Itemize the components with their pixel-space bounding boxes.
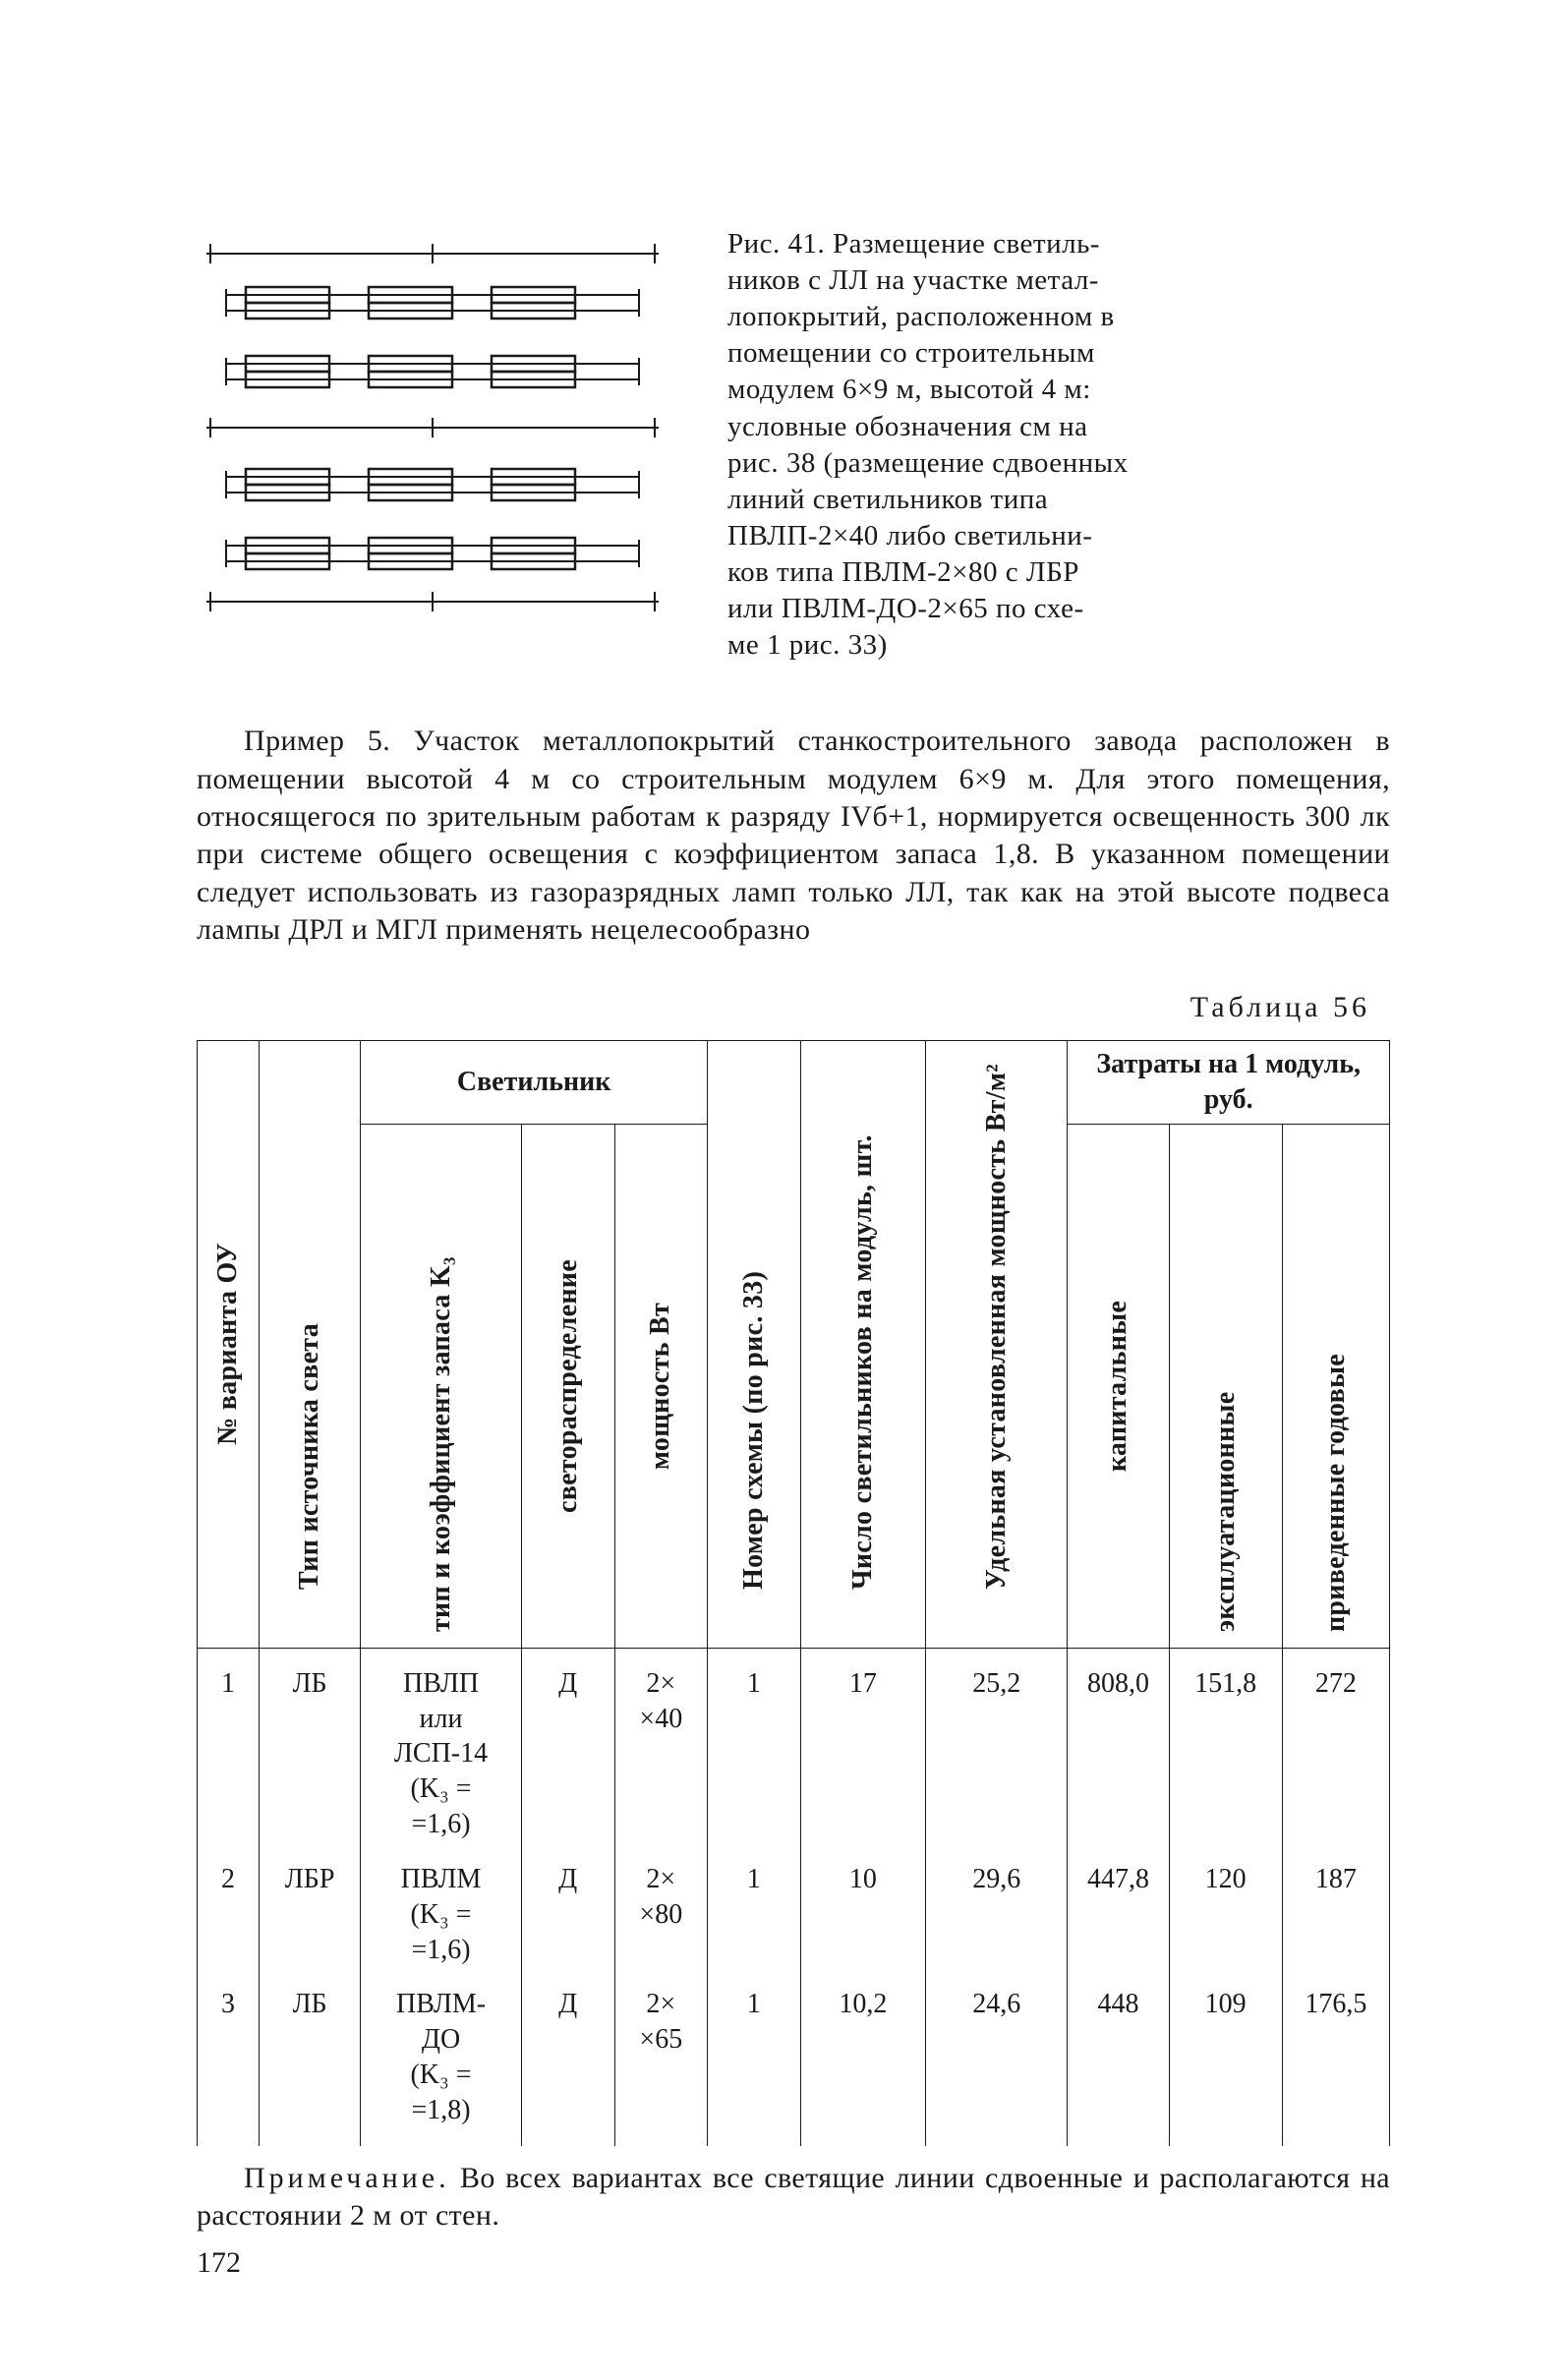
table-row: 3ЛБПВЛМ-ДО(K₃ ==1,8)Д2××65110,224,644810… — [198, 1977, 1390, 2145]
figure-block: Рис. 41. Размещение светиль-ников с ЛЛ н… — [197, 226, 1390, 664]
table-cell: Д — [521, 1977, 614, 2145]
page: Рис. 41. Размещение светиль-ников с ЛЛ н… — [0, 0, 1567, 2380]
table-cell: 176,5 — [1282, 1977, 1389, 2145]
table-cell: 2××40 — [614, 1648, 708, 1852]
caption-line: ме 1 рис. 33) — [727, 627, 1390, 664]
table-row: 1ЛБПВЛПилиЛСП-14(K₃ ==1,6)Д2××4011725,28… — [198, 1648, 1390, 1852]
caption-line: помещении со строительным — [727, 335, 1390, 372]
table-cell: 10 — [800, 1852, 925, 1977]
table-cell: ЛБ — [260, 1648, 361, 1852]
table-cell: ЛБР — [260, 1852, 361, 1977]
table-note: Примечание. Во всех вариантах все светящ… — [197, 2160, 1390, 2235]
example-paragraph: Пример 5. Участок металлопокрытий станко… — [197, 723, 1390, 949]
col-header: Тип источника света — [292, 1098, 327, 1590]
table-cell: 808,0 — [1068, 1648, 1169, 1852]
col-header: светораспределение — [551, 1259, 586, 1513]
col-header: Номер схемы (по рис. 33) — [736, 1098, 772, 1590]
col-header-group: Светильник — [361, 1041, 708, 1125]
table-cell: 448 — [1068, 1977, 1169, 2145]
caption-line: рис. 38 (размещение сдвоенных — [727, 445, 1390, 482]
caption-line: линий светильников типа — [727, 482, 1390, 518]
lighting-layout-icon — [197, 236, 668, 619]
table-cell: 24,6 — [926, 1977, 1068, 2145]
col-header: эксплуатационные — [1208, 1140, 1244, 1632]
col-header: Число светильников на модуль, шт. — [845, 1098, 881, 1590]
figure-diagram — [197, 226, 688, 664]
note-label: Примечание. — [244, 2162, 450, 2194]
caption-line: ПВЛП-2×40 либо светильни- — [727, 518, 1390, 554]
table-cell: 109 — [1169, 1977, 1282, 2145]
table-caption: Таблица 56 — [197, 989, 1390, 1026]
table-cell: ПВЛМ(K₃ ==1,6) — [361, 1852, 522, 1977]
caption-line: ков типа ПВЛМ-2×80 с ЛБР — [727, 554, 1390, 591]
table-cell: 2××65 — [614, 1977, 708, 2145]
table-cell: 151,8 — [1169, 1648, 1282, 1852]
table-cell: 120 — [1169, 1852, 1282, 1977]
col-header: мощность Вт — [643, 1303, 678, 1470]
table-cell: 1 — [708, 1648, 801, 1852]
caption-line: лопокрытий, расположенном в — [727, 299, 1390, 335]
table-cell: Д — [521, 1648, 614, 1852]
figure-caption: Рис. 41. Размещение светиль-ников с ЛЛ н… — [727, 226, 1390, 664]
table-cell: 17 — [800, 1648, 925, 1852]
table-cell: 447,8 — [1068, 1852, 1169, 1977]
page-number: 172 — [197, 2244, 241, 2282]
table-cell: ЛБ — [260, 1977, 361, 2145]
table-cell: Д — [521, 1852, 614, 1977]
caption-line: ников с ЛЛ на участке метал- — [727, 262, 1390, 299]
caption-line: модулем 6×9 м, высотой 4 м: — [727, 372, 1390, 408]
caption-line: условные обозначения см на — [727, 409, 1390, 445]
col-header: № варианта ОУ — [210, 1243, 246, 1445]
table-cell: 10,2 — [800, 1977, 925, 2145]
table-cell: 1 — [198, 1648, 260, 1852]
table-cell: 272 — [1282, 1648, 1389, 1852]
col-header: приведенные годовые — [1318, 1140, 1354, 1632]
table-cell: 3 — [198, 1977, 260, 2145]
table-cell: 29,6 — [926, 1852, 1068, 1977]
caption-line: или ПВЛМ-ДО-2×65 по схе- — [727, 591, 1390, 627]
col-header: капитальные — [1101, 1301, 1136, 1472]
table-cell: 1 — [708, 1977, 801, 2145]
col-header: Удельная установленная мощность Вт/м² — [979, 1098, 1015, 1590]
col-header: тип и коэффициент запаса K₃ — [424, 1140, 459, 1632]
table-row: 2ЛБРПВЛМ(K₃ ==1,6)Д2××8011029,6447,81201… — [198, 1852, 1390, 1977]
table-cell: 25,2 — [926, 1648, 1068, 1852]
table-cell: 1 — [708, 1852, 801, 1977]
table-cell: 2××80 — [614, 1852, 708, 1977]
example-text: Пример 5. Участок металлопокрытий станко… — [197, 725, 1390, 946]
col-header-group: Затраты на 1 модуль, руб. — [1068, 1041, 1390, 1125]
table-cell: 187 — [1282, 1852, 1389, 1977]
table-cell: 2 — [198, 1852, 260, 1977]
table-cell: ПВЛПилиЛСП-14(K₃ ==1,6) — [361, 1648, 522, 1852]
caption-line: Рис. 41. Размещение светиль- — [727, 226, 1390, 262]
table-56: № варианта ОУ Тип источника света Светил… — [197, 1040, 1390, 2146]
table-cell: ПВЛМ-ДО(K₃ ==1,8) — [361, 1977, 522, 2145]
